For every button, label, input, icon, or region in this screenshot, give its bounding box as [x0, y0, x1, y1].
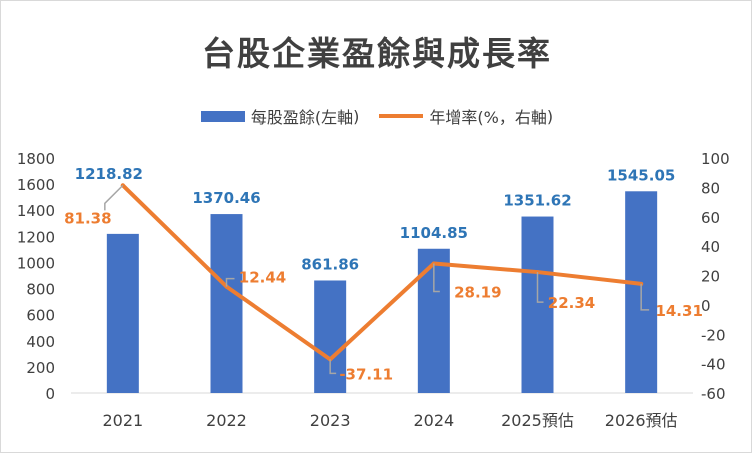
- left-tick-label: 1600: [17, 176, 55, 194]
- right-tick-label: 0: [701, 297, 711, 315]
- chart-legend: 每股盈餘(左軸) 年增率(%，右軸): [1, 104, 752, 128]
- legend-label-line: 年增率(%，右軸: [429, 108, 547, 127]
- left-tick-label: 600: [26, 307, 55, 325]
- growth-line: [120, 183, 644, 362]
- line-data-label: 12.44: [239, 269, 286, 287]
- bar-data-label: 1545.05: [607, 166, 675, 184]
- x-tick-label: 2026預估: [605, 411, 678, 430]
- line-data-label: 14.31: [655, 302, 702, 320]
- left-tick-label: 0: [45, 385, 55, 403]
- right-tick-label: -20: [701, 326, 726, 344]
- bar-data-label: 861.86: [301, 255, 359, 273]
- line-data-label: 22.34: [548, 294, 595, 312]
- right-tick-label: 60: [701, 209, 720, 227]
- left-tick-label: 1400: [17, 202, 55, 220]
- x-tick-label: 2024: [413, 411, 454, 430]
- leader-line: [104, 184, 124, 211]
- left-tick-label: 1200: [17, 228, 55, 246]
- legend-swatch-line: [379, 114, 424, 118]
- bar: [210, 214, 243, 393]
- bar: [106, 233, 139, 393]
- line-data-label: -37.11: [339, 365, 393, 383]
- line-data-label: 81.38: [64, 209, 111, 227]
- left-tick-label: 800: [26, 281, 55, 299]
- x-tick-label: 2022: [206, 411, 247, 430]
- left-tick-label: 200: [26, 359, 55, 377]
- chart-title: 台股企業盈餘與成長率: [202, 34, 552, 73]
- leader-line: [433, 263, 440, 293]
- legend-item-bars: 每股盈餘(左軸): [200, 104, 360, 128]
- right-tick-label: 80: [701, 179, 720, 197]
- left-tick-label: 400: [26, 333, 55, 351]
- bar: [314, 280, 347, 393]
- leader-line: [640, 283, 650, 311]
- line-data-label: 28.19: [454, 283, 501, 301]
- legend-item-line: 年增率(%，右軸): [379, 104, 553, 128]
- leader-line: [225, 277, 235, 287]
- left-tick-label: 1800: [17, 150, 55, 168]
- x-tick-label: 2025預估: [501, 411, 574, 430]
- bar: [521, 216, 554, 393]
- legend-paren-line: ): [546, 106, 554, 126]
- bar-data-label: 1351.62: [503, 192, 571, 210]
- right-tick-label: 20: [701, 268, 720, 286]
- leader-line: [329, 359, 337, 375]
- x-tick-label: 2023: [310, 411, 351, 430]
- legend-label-bars: 每股盈餘(左軸: [250, 108, 354, 127]
- right-tick-label: -60: [701, 385, 726, 403]
- right-tick-label: 100: [701, 150, 730, 168]
- bar-data-label: 1218.82: [75, 165, 143, 183]
- bar-data-label: 1104.85: [400, 224, 468, 242]
- legend-paren-bars: ): [353, 106, 360, 126]
- x-tick-label: 2021: [102, 411, 143, 430]
- leader-line: [536, 272, 544, 303]
- legend-swatch-bars: [200, 110, 245, 122]
- bar-data-label: 1370.46: [192, 189, 260, 207]
- right-tick-label: -40: [701, 356, 726, 374]
- right-tick-label: 40: [701, 238, 720, 256]
- left-tick-label: 1000: [17, 254, 55, 272]
